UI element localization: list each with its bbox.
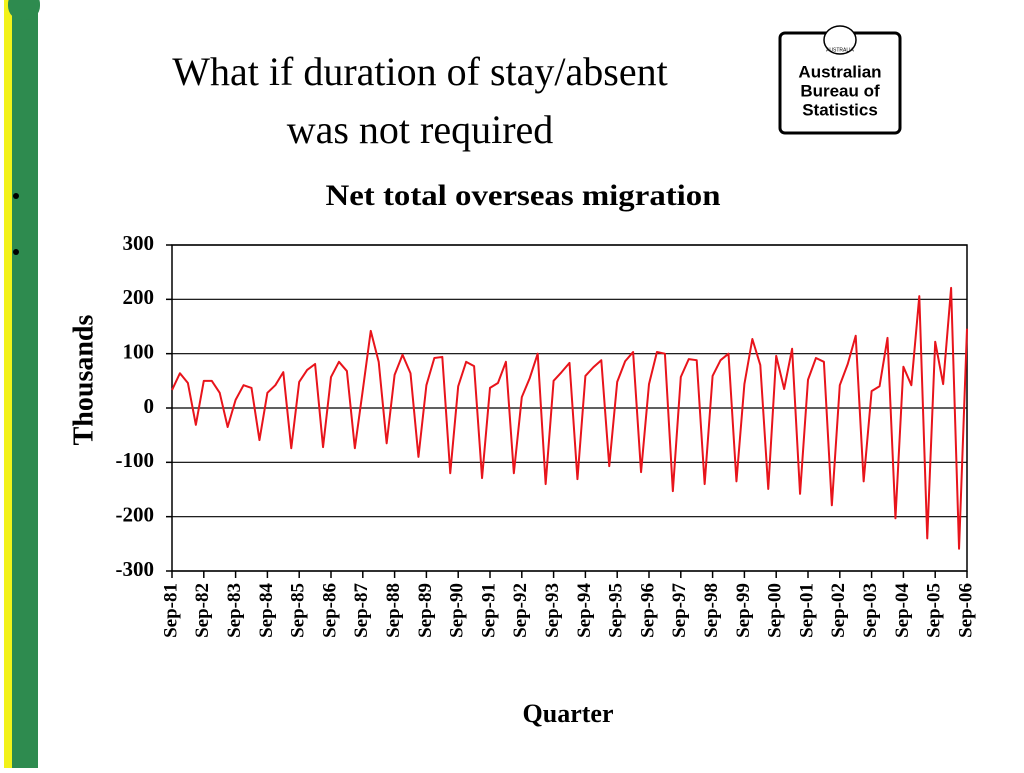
x-tick-label: Sep-84 <box>256 583 277 638</box>
x-tick-label: Sep-87 <box>351 583 372 638</box>
logo-text: Statistics <box>802 100 878 119</box>
x-axis-label: Quarter <box>523 699 614 728</box>
x-tick-label: Sep-89 <box>415 583 436 638</box>
x-tick-label: Sep-00 <box>765 583 786 638</box>
y-tick-label: 300 <box>123 231 155 255</box>
x-tick-label: Sep-01 <box>796 583 817 638</box>
bullet <box>13 193 19 199</box>
bullet <box>13 249 19 255</box>
x-tick-label: Sep-04 <box>892 583 913 638</box>
slide-title: was not required <box>287 107 554 152</box>
x-tick-label: Sep-05 <box>924 583 945 638</box>
y-tick-label: 100 <box>123 339 155 363</box>
x-tick-label: Sep-86 <box>319 583 340 638</box>
logo-crest-text: AUSTRALIA <box>826 47 854 53</box>
y-tick-label: -100 <box>116 448 155 472</box>
y-tick-label: -200 <box>116 502 155 526</box>
x-tick-label: Sep-94 <box>574 583 595 638</box>
x-tick-label: Sep-95 <box>606 583 627 638</box>
logo-text: Bureau of <box>800 81 880 100</box>
x-tick-label: Sep-99 <box>733 583 754 638</box>
data-line <box>171 286 968 550</box>
x-tick-label: Sep-02 <box>828 583 849 638</box>
x-tick-label: Sep-96 <box>637 583 658 638</box>
y-tick-label: -300 <box>116 557 155 581</box>
chart-title: Net total overseas migration <box>326 179 721 212</box>
logo-crest <box>823 25 857 55</box>
logo-text: Australian <box>798 62 881 81</box>
slide-title: What if duration of stay/absent <box>172 49 667 94</box>
x-tick-label: Sep-82 <box>192 583 213 638</box>
x-tick-label: Sep-88 <box>383 583 404 638</box>
x-tick-label: Sep-91 <box>478 583 499 638</box>
x-tick-label: Sep-97 <box>669 583 690 638</box>
side-bar-cap <box>8 0 40 20</box>
x-tick-label: Sep-03 <box>860 583 881 638</box>
x-tick-label: Sep-81 <box>160 583 181 638</box>
x-tick-label: Sep-83 <box>224 583 245 638</box>
y-tick-label: 200 <box>123 285 155 309</box>
side-bar <box>12 0 38 768</box>
x-tick-label: Sep-93 <box>542 583 563 638</box>
x-tick-label: Sep-06 <box>955 583 976 638</box>
x-tick-label: Sep-98 <box>701 583 722 638</box>
x-tick-label: Sep-90 <box>447 583 468 638</box>
y-tick-label: 0 <box>144 394 155 418</box>
x-tick-label: Sep-92 <box>510 583 531 638</box>
logo: AUSTRALIA Australian Bureau of Statistic… <box>778 25 902 135</box>
accent-strip <box>4 0 12 768</box>
x-tick-label: Sep-85 <box>288 583 309 638</box>
y-axis-label: Thousands <box>68 315 99 446</box>
